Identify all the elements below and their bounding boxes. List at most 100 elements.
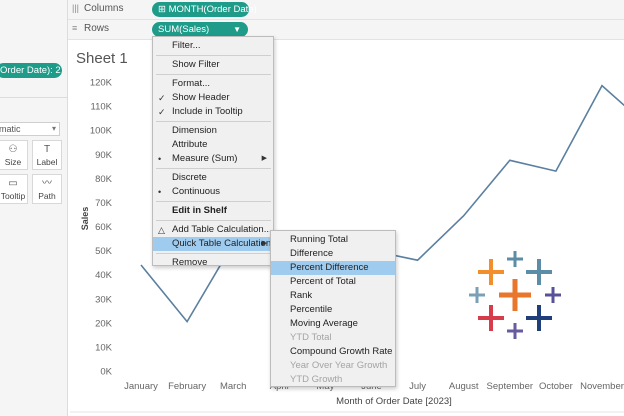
menu-item-continuous[interactable]: • Continuous	[153, 185, 273, 199]
submenu-item-percent-difference[interactable]: Percent Difference	[271, 261, 395, 275]
y-tick-label: 60K	[95, 222, 113, 233]
x-tick-label: October	[539, 381, 573, 392]
y-tick-label: 30K	[95, 294, 113, 305]
menu-item-label: Show Header	[172, 92, 230, 103]
date-hierarchy-icon: ⊞	[158, 4, 166, 15]
menu-item-quick-table-calculation[interactable]: Quick Table Calculation ▶	[153, 237, 273, 251]
menu-item-label: Include in Tooltip	[172, 106, 243, 117]
submenu-item-difference[interactable]: Difference	[290, 248, 334, 259]
submenu-item-percentile[interactable]: Percentile	[290, 304, 333, 315]
mark-type-value: matic	[0, 124, 21, 134]
x-tick-label: July	[409, 381, 426, 392]
rows-shelf-label: Rows	[84, 23, 110, 34]
menu-item-label: Quick Table Calculation	[172, 238, 272, 249]
path-label: Path	[38, 191, 56, 201]
x-axis-title: Month of Order Date [2023]	[336, 396, 452, 407]
date-filter-pill[interactable]: Order Date): 2...	[0, 63, 62, 78]
menu-item-remove[interactable]: Remove	[153, 256, 273, 270]
y-tick-label: 110K	[91, 102, 113, 113]
menu-item-label: Measure (Sum)	[172, 153, 238, 164]
month-order-date-pill[interactable]: ⊞ MONTH(Order Date)	[152, 2, 257, 17]
x-tick-label: January	[124, 381, 158, 392]
chevron-down-icon[interactable]: ▼	[233, 25, 241, 34]
y-tick-label: 80K	[95, 174, 113, 185]
menu-item-label: Dimension	[172, 125, 217, 136]
y-tick-label: 50K	[95, 246, 113, 257]
delta-icon: △	[158, 225, 165, 235]
text-icon: T	[43, 144, 51, 155]
menu-item-edit-in-shelf[interactable]: Edit in Shelf	[153, 204, 273, 218]
submenu-item-running-total[interactable]: Running Total	[290, 234, 348, 245]
menu-item-label: Format...	[172, 78, 211, 89]
quick-table-calc-submenu: Running Total Difference Percent Differenc…	[270, 230, 396, 387]
menu-item-label: Discrete	[172, 172, 207, 183]
size-button[interactable]: ⚇ Size	[0, 140, 28, 170]
menu-separator	[156, 55, 271, 56]
menu-item-filter[interactable]: Filter...	[153, 39, 273, 53]
bullet-icon: •	[158, 154, 162, 164]
menu-item-label: Filter...	[172, 40, 201, 51]
data-point-july[interactable]	[415, 258, 420, 263]
y-tick-label: 100K	[90, 126, 113, 137]
data-point-january[interactable]	[139, 263, 144, 268]
submenu-item-moving-average[interactable]: Moving Average	[290, 318, 358, 329]
menu-separator	[156, 121, 271, 122]
path-button[interactable]: 〰 Path	[32, 174, 62, 204]
y-tick-label: 120K	[90, 78, 113, 89]
data-point-september[interactable]	[507, 158, 512, 163]
menu-separator	[156, 74, 271, 75]
chevron-right-icon: ▶	[261, 240, 267, 247]
columns-shelf[interactable]: ||| Columns ⊞ MONTH(Order Date)	[68, 0, 624, 20]
menu-item-label: Attribute	[172, 139, 208, 150]
menu-item-label: Show Filter	[172, 59, 220, 70]
size-label: Size	[4, 157, 22, 167]
menu-separator	[156, 168, 271, 169]
menu-separator	[156, 201, 271, 202]
sum-sales-pill[interactable]: SUM(Sales) ▼	[152, 22, 248, 37]
checkmark-icon: ✓	[158, 93, 166, 103]
menu-item-attribute[interactable]: Attribute	[153, 138, 273, 152]
menu-item-format[interactable]: Format...	[153, 77, 273, 91]
label-button[interactable]: T Label	[32, 140, 62, 170]
y-tick-label: 20K	[95, 318, 113, 329]
menu-item-dimension[interactable]: Dimension	[153, 124, 273, 138]
submenu-item-year-over-year-growth: Year Over Year Growth	[290, 360, 388, 371]
menu-item-discrete[interactable]: Discrete	[153, 171, 273, 185]
submenu-item-compound-growth-rate[interactable]: Compound Growth Rate	[290, 346, 393, 357]
x-tick-label: February	[168, 381, 206, 392]
submenu-item-ytd-total: YTD Total	[290, 332, 332, 343]
data-point-february[interactable]	[185, 319, 190, 324]
path-icon: 〰	[42, 178, 52, 189]
bullet-icon: •	[158, 187, 162, 197]
data-point-october[interactable]	[553, 169, 558, 174]
sheet-title: Sheet 1	[76, 50, 128, 67]
mark-type-select[interactable]: matic ▾	[0, 122, 60, 136]
submenu-item-rank[interactable]: Rank	[290, 290, 313, 301]
y-axis-title: Sales	[80, 207, 90, 231]
chevron-down-icon: ▾	[51, 124, 56, 133]
menu-item-show-header[interactable]: ✓ Show Header	[153, 91, 273, 105]
menu-item-label: Edit in Shelf	[172, 205, 227, 216]
tableau-logo	[469, 251, 561, 339]
size-icon: ⚇	[8, 144, 18, 155]
left-panel: Order Date): 2... matic ▾ ⚇ Size T Label…	[0, 0, 68, 416]
data-point-november[interactable]	[600, 83, 605, 88]
menu-separator	[156, 253, 271, 254]
submenu-item-percent-of-total[interactable]: Percent of Total	[290, 276, 356, 287]
columns-shelf-label: Columns	[84, 3, 124, 14]
tooltip-label: Tooltip	[0, 191, 26, 201]
menu-item-include-in-tooltip[interactable]: ✓ Include in Tooltip	[153, 105, 273, 119]
tooltip-button[interactable]: ▭ Tooltip	[0, 174, 28, 204]
data-point-august[interactable]	[461, 213, 466, 218]
month-order-date-label: MONTH(Order Date)	[168, 4, 257, 15]
menu-separator	[156, 220, 271, 221]
menu-item-add-table-calculation[interactable]: △ Add Table Calculation...	[153, 223, 273, 237]
menu-item-show-filter[interactable]: Show Filter	[153, 58, 273, 72]
tooltip-icon: ▭	[8, 178, 18, 189]
menu-item-measure-sum[interactable]: • Measure (Sum) ▶	[153, 152, 273, 166]
x-tick-label: November	[580, 381, 624, 392]
x-tick-label: March	[220, 381, 246, 392]
menu-item-label: Add Table Calculation...	[172, 224, 272, 235]
rows-shelf[interactable]: ≡ Rows SUM(Sales) ▼	[68, 20, 624, 40]
